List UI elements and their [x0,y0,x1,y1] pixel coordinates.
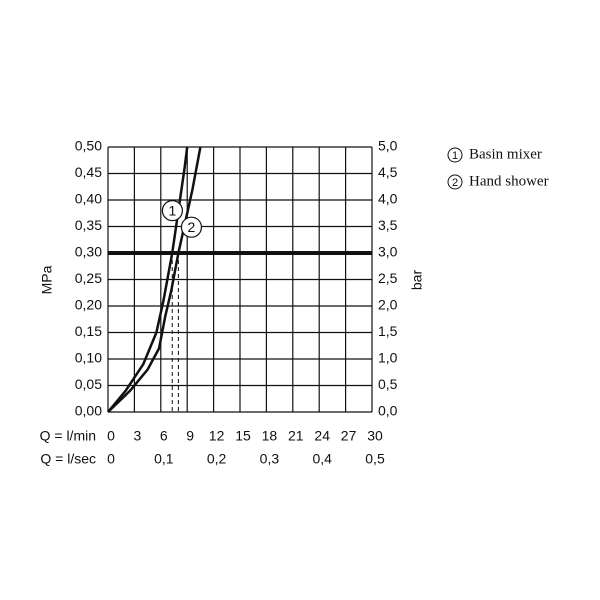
y2-tick-label: 2,5 [378,270,398,286]
y-tick-label: 0,30 [75,244,102,260]
curve-marker-label: 1 [169,202,177,218]
y2-tick-label: 0,0 [378,403,398,419]
x2-tick-label: 0 [107,451,115,467]
y-tick-label: 0,00 [75,403,102,419]
y2-axis-label: bar [409,270,425,291]
curve-marker-label: 2 [188,219,196,235]
y2-tick-label: 2,0 [378,297,398,313]
x-tick-label: 24 [314,428,330,444]
curve-marker [180,216,203,238]
y-tick-label: 0,20 [75,297,102,313]
y-tick-label: 0,40 [75,191,102,207]
x-tick-label: 27 [341,428,357,444]
y2-tick-label: 3,0 [378,244,398,260]
curve-marker [161,200,183,222]
curve [107,146,202,413]
x-tick-label: 6 [160,428,168,444]
x2-axis-label: Q = l/sec [40,451,96,467]
curve [107,146,189,413]
x-tick-label: 3 [134,428,142,444]
y-tick-label: 0,50 [75,138,102,154]
y2-tick-label: 4,5 [378,164,398,180]
y2-tick-label: 1,0 [378,350,398,366]
y-tick-label: 0,45 [75,164,102,180]
x2-tick-label: 0,4 [312,451,332,467]
x-tick-label: 30 [367,428,383,444]
x-tick-label: 12 [209,428,225,444]
x-tick-label: 21 [288,428,304,444]
x2-tick-label: 0,1 [154,451,174,467]
x2-tick-label: 0,5 [365,451,385,467]
legend-marker [447,174,463,190]
legend-label: Basin mixer [469,146,542,162]
x-tick-label: 15 [235,428,251,444]
legend-marker [447,147,463,163]
x-tick-label: 9 [186,428,194,444]
y-tick-label: 0,05 [75,376,102,392]
y2-tick-label: 3,5 [378,217,398,233]
y2-tick-label: 1,5 [378,323,398,339]
x-tick-label: 18 [262,428,278,444]
x-tick-label: 0 [107,428,115,444]
legend-label: Hand shower [469,173,549,189]
x-axis-label: Q = l/min [40,428,96,444]
x2-tick-label: 0,2 [207,451,227,467]
y-axis-label: MPa [39,265,55,294]
legend-marker-label: 1 [452,150,458,162]
y-tick-label: 0,15 [75,323,102,339]
legend-marker-label: 2 [452,177,458,189]
y-tick-label: 0,25 [75,270,102,286]
x2-tick-label: 0,3 [260,451,280,467]
y-tick-label: 0,35 [75,217,102,233]
y2-tick-label: 0,5 [378,376,398,392]
y2-tick-label: 4,0 [378,191,398,207]
y2-tick-label: 5,0 [378,138,398,154]
y-tick-label: 0,10 [75,350,102,366]
